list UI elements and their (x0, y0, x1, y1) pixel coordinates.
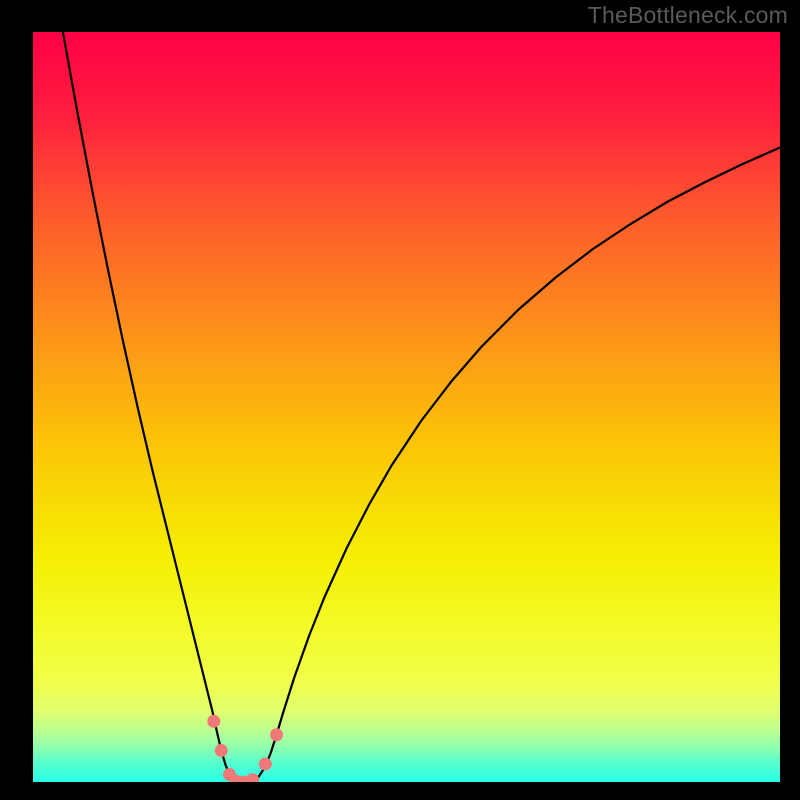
stage: TheBottleneck.com (0, 0, 800, 800)
curve-marker (259, 758, 272, 771)
plot-area (33, 32, 780, 782)
curve-marker (270, 728, 283, 741)
plot-svg (33, 32, 780, 782)
curve-marker (207, 715, 220, 728)
plot-background (33, 32, 780, 782)
curve-marker (215, 744, 228, 757)
watermark-text: TheBottleneck.com (588, 2, 788, 29)
